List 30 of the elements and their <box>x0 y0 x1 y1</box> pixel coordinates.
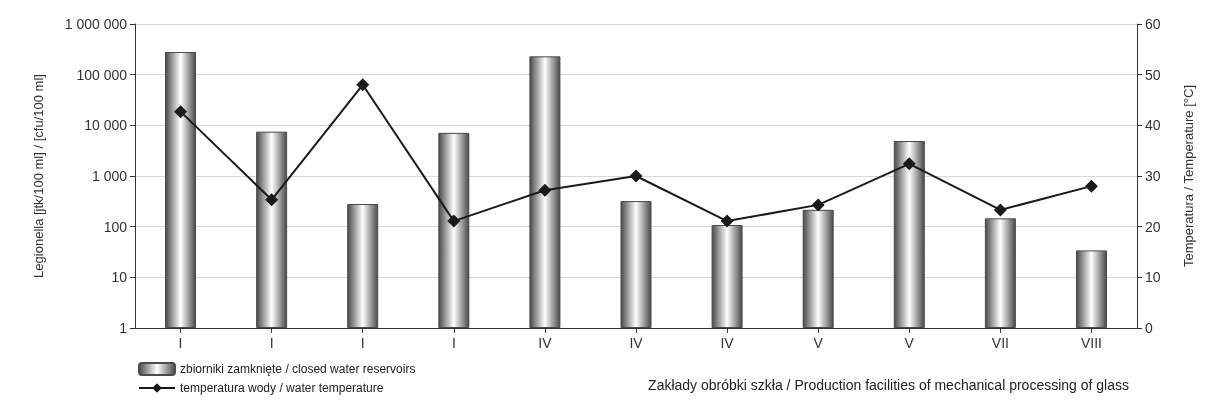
x-tick-label: VII <box>991 335 1009 351</box>
y-tick-label: 1 000 000 <box>64 16 128 32</box>
y2-tick-label: 40 <box>1145 117 1161 134</box>
y-tick-label: 100 <box>103 218 128 235</box>
x-tick-label: V <box>904 335 915 351</box>
legend-label: temperatura wody / water temperature <box>180 381 384 395</box>
y2-tick-label: 50 <box>1145 66 1161 83</box>
x-axis-title: Zakłady obróbki szkła / Production facilities of mechanical processing of glass <box>648 377 1129 393</box>
x-tick-label: VIII <box>1080 335 1102 351</box>
y-tick-label: 10 000 <box>84 117 128 134</box>
y-axis-title: Legionella [jtk/100 ml] / [cfu/100 ml] <box>31 74 46 278</box>
y2-tick-label: 20 <box>1145 218 1161 235</box>
x-tick-label: V <box>813 335 824 351</box>
y2-tick-label: 10 <box>1145 269 1161 286</box>
y2-tick-label: 30 <box>1145 168 1161 184</box>
y2-axis-title: Temperatura / Temperature [°C] <box>1181 85 1196 267</box>
y2-tick-label: 60 <box>1145 16 1161 32</box>
y2-tick-label: 0 <box>1145 320 1153 336</box>
x-tick-label: I <box>178 335 183 351</box>
y-tick-label: 1 <box>119 320 128 336</box>
legend-label: zbiorniki zamknięte / closed water reservoirs <box>180 362 416 376</box>
x-tick-label: IV <box>720 335 735 351</box>
x-tick-label: I <box>269 335 274 351</box>
y-tick-label: 100 000 <box>76 66 128 83</box>
x-tick-label: IV <box>629 335 644 351</box>
y-tick-label: 1 000 <box>91 168 128 184</box>
x-tick-label: I <box>451 335 456 351</box>
x-tick-label: IV <box>538 335 553 351</box>
y-tick-label: 10 <box>111 269 128 286</box>
x-tick-label: I <box>360 335 365 351</box>
